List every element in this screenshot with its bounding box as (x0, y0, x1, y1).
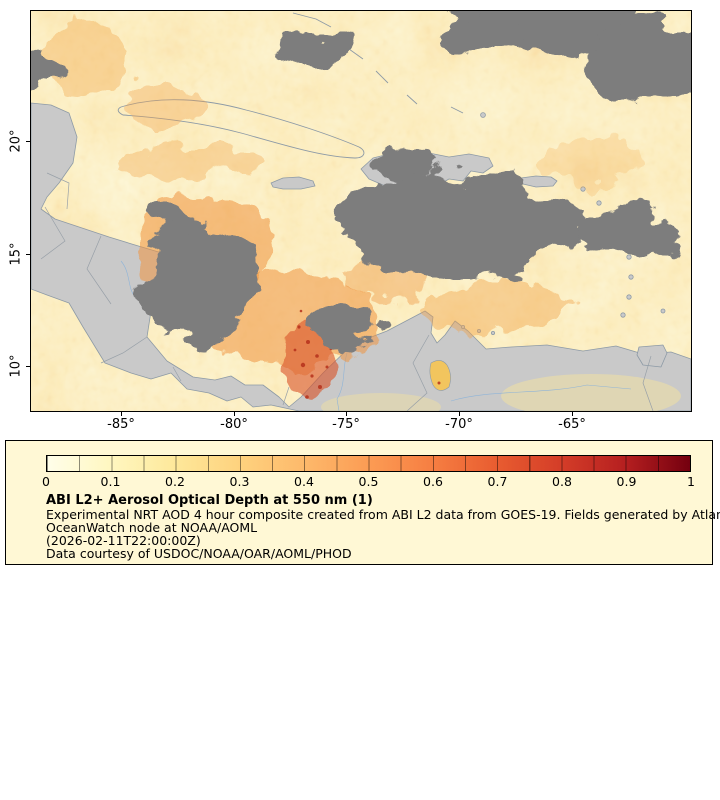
bahamas-outline (375, 70, 389, 84)
y-tick (26, 141, 30, 142)
antilles-island (596, 200, 602, 206)
cloud-mask-layer (31, 11, 691, 349)
x-tick (234, 412, 235, 416)
colorbar-segment-ticks (47, 456, 690, 471)
colorbar-tick-label: 0.2 (165, 474, 185, 489)
x-tick-label: -85° (107, 417, 135, 432)
x-tick-label: -65° (558, 417, 586, 432)
y-tick (26, 366, 30, 367)
x-tick-label: -75° (332, 417, 360, 432)
colorbar-tick-label: 0.8 (552, 474, 572, 489)
antilles-island (628, 274, 634, 280)
y-tick-label: 15° (8, 242, 24, 266)
antilles-island (580, 186, 586, 192)
x-tick (459, 412, 460, 416)
colorbar-tick-label: 0.7 (487, 474, 508, 489)
antilles-island (620, 312, 626, 318)
y-tick (26, 254, 30, 255)
colorbar-tick-label: 0.1 (100, 474, 121, 489)
x-tick (572, 412, 573, 416)
colorbar-tick-label: 0 (42, 474, 50, 489)
colorbar-tick-label: 0.6 (423, 474, 443, 489)
product-title: ABI L2+ Aerosol Optical Depth at 550 nm … (46, 493, 373, 508)
antilles-island (626, 294, 632, 300)
colorbar-tick-labels: 0 0.1 0.2 0.3 0.4 0.5 0.6 0.7 0.8 0.9 1 (42, 474, 695, 489)
bahamas-outline (450, 106, 464, 114)
jamaica (270, 176, 316, 190)
legend-text-block: ABI L2+ Aerosol Optical Depth at 550 nm … (46, 493, 720, 561)
aod-map-image (31, 11, 691, 411)
map-frame (30, 10, 692, 412)
product-description-line: OceanWatch node at NOAA/AOML (46, 520, 258, 535)
antilles-island (660, 308, 666, 314)
colorbar-tick-label: 0.4 (294, 474, 314, 489)
border-lines (40, 172, 654, 411)
product-timestamp: (2026-02-11T22:00:00Z) (46, 533, 201, 548)
colorbar-tick-label: 0.9 (616, 474, 637, 489)
y-tick-label: 20° (8, 129, 24, 153)
trinidad (636, 344, 668, 368)
colorbar (46, 455, 691, 472)
legend-panel: 0 0.1 0.2 0.3 0.4 0.5 0.6 0.7 0.8 0.9 1 … (5, 440, 720, 565)
bahamas-outline (348, 48, 364, 60)
colorbar-tick-label: 0.3 (229, 474, 250, 489)
colorbar-tick-label: 1 (687, 474, 695, 489)
turks-island (480, 112, 486, 118)
bahamas-outline (292, 12, 332, 28)
y-tick-label: 10° (8, 354, 24, 378)
colorbar-tick-label: 0.5 (358, 474, 379, 489)
x-tick-label: -70° (445, 417, 473, 432)
lake-maracaibo (429, 360, 451, 391)
product-description-line: Experimental NRT AOD 4 hour composite cr… (46, 507, 720, 522)
land-data-tint (321, 360, 681, 411)
bahamas-outline (406, 94, 418, 105)
x-tick-label: -80° (220, 417, 248, 432)
data-courtesy-line: Data courtesy of USDOC/NOAA/OAR/AOML/PHO… (46, 546, 352, 561)
x-tick (346, 412, 347, 416)
x-tick (121, 412, 122, 416)
